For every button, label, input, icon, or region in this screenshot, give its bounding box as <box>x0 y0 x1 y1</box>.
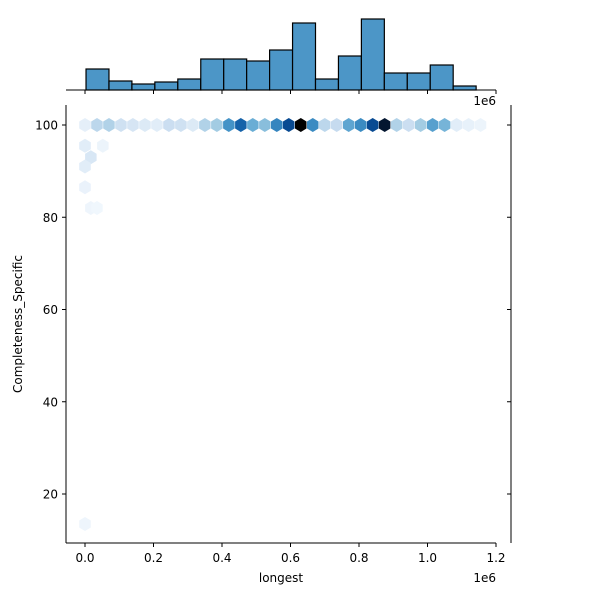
y-tick-label: 100 <box>35 119 58 133</box>
hexbin-cell <box>103 118 115 132</box>
y-tick-label: 60 <box>43 303 58 317</box>
hexbin-cell <box>247 118 259 132</box>
x-tick-label: 0.0 <box>75 551 94 565</box>
histogram-bar <box>337 55 362 91</box>
hexbin-cell <box>79 159 91 174</box>
hexbin-cell <box>79 517 91 531</box>
histogram-bar <box>223 58 248 91</box>
hexbin-cell <box>199 118 211 132</box>
hexbin-cell <box>259 118 271 132</box>
histogram-bar <box>406 72 431 91</box>
hexbin-layer <box>79 118 487 531</box>
histogram-bar <box>429 64 454 91</box>
hexbin-cell <box>79 138 91 153</box>
hexbin-cell <box>91 201 103 215</box>
hexbin-cell <box>187 118 199 132</box>
y-axis-label: Completeness_Specific <box>11 255 25 393</box>
hexbin-cell <box>151 118 163 132</box>
histogram-bar <box>108 80 133 91</box>
hexbin-cell <box>343 118 355 132</box>
histogram-bar <box>360 18 385 91</box>
hexbin-cell <box>319 118 331 132</box>
y-tick-label: 40 <box>43 395 58 409</box>
hexbin-cell <box>79 180 91 195</box>
hexbin-cell <box>211 118 223 132</box>
hexbin-cell <box>402 118 415 132</box>
x-axis-label: longest <box>259 571 304 585</box>
hexbin-cell <box>91 118 103 132</box>
y-tick-label: 80 <box>43 211 58 225</box>
right-marginal-ticks <box>507 124 511 495</box>
hexbin-cell <box>175 118 187 132</box>
histogram-bar <box>200 58 225 91</box>
hexbin-cell <box>307 118 319 132</box>
y-axis-ticks: 20 40 60 80 100 <box>35 119 66 502</box>
hexbin-cell <box>438 118 451 132</box>
x-axis-ticks: 0.0 0.2 0.4 0.6 0.8 1.0 1.2 <box>75 543 506 565</box>
x-tick-label: 1.0 <box>418 551 437 565</box>
hexbin-cell <box>366 118 379 132</box>
hexbin-cell <box>450 118 463 132</box>
hexbin-cell <box>331 118 343 132</box>
hexbin-cell <box>414 118 427 132</box>
hexbin-cell <box>79 118 91 132</box>
hexbin-cell <box>97 138 109 153</box>
x-tick-label: 0.6 <box>281 551 300 565</box>
hexbin-cell <box>163 118 175 132</box>
histogram-bar <box>452 85 477 91</box>
hexbin-cell <box>85 150 97 165</box>
hexbin-cell <box>235 118 247 132</box>
histogram-bar <box>246 60 271 91</box>
x-tick-label: 0.4 <box>212 551 231 565</box>
hexbin-cell <box>295 118 307 132</box>
histogram-bar <box>85 68 110 91</box>
x-tick-label: 0.2 <box>144 551 163 565</box>
hexbin-cell <box>127 118 139 132</box>
y-tick-label: 20 <box>43 488 58 502</box>
marginal-x-histogram <box>85 18 477 91</box>
hexbin-cell <box>283 118 295 132</box>
x-tick-label: 1.2 <box>486 551 505 565</box>
histogram-bar <box>269 49 294 91</box>
top-hist-ticks <box>84 90 497 94</box>
histogram-bar <box>383 72 408 91</box>
hexbin-cell <box>462 118 475 132</box>
hexbin-cell <box>474 118 487 132</box>
hexbin-cell <box>115 118 127 132</box>
x-offset-label: 1e6 <box>473 571 496 585</box>
hexbin-cell <box>390 118 403 132</box>
hexbin-cell <box>271 118 283 132</box>
top-offset-label: 1e6 <box>473 94 496 108</box>
histogram-bar <box>177 78 202 91</box>
histogram-bar <box>154 81 179 91</box>
hexbin-cell <box>223 118 235 132</box>
hexbin-cell <box>426 118 439 132</box>
hexbin-cell <box>139 118 151 132</box>
hexbin-cell <box>378 118 391 132</box>
hexbin-cell <box>355 118 367 132</box>
histogram-bar <box>314 78 340 91</box>
x-tick-label: 0.8 <box>349 551 368 565</box>
histogram-bar <box>291 22 317 91</box>
histogram-bar <box>131 83 156 91</box>
